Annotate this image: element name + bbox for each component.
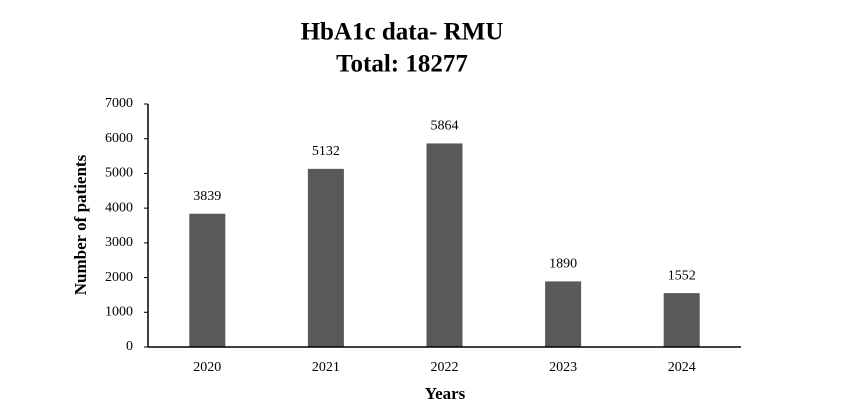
y-tick-label: 1000 <box>105 305 133 320</box>
data-label: 3839 <box>193 189 221 204</box>
x-axis-title: Years <box>425 384 466 403</box>
x-tick-label: 2022 <box>431 360 459 375</box>
x-tick-label: 2023 <box>549 360 577 375</box>
data-label: 5864 <box>431 119 459 134</box>
y-tick-label: 6000 <box>105 131 133 146</box>
x-tick-label: 2024 <box>668 360 696 375</box>
bar <box>307 168 344 347</box>
y-tick-label: 0 <box>126 339 133 354</box>
data-label: 1890 <box>549 257 577 272</box>
y-tick-label: 7000 <box>105 96 133 111</box>
data-label: 5132 <box>312 144 340 159</box>
bar <box>426 143 463 347</box>
y-tick-label: 2000 <box>105 270 133 285</box>
y-tick-label: 4000 <box>105 200 133 215</box>
y-tick-label: 3000 <box>105 235 133 250</box>
x-tick-label: 2021 <box>312 360 340 375</box>
chart-title: HbA1c data- RMU <box>301 19 504 46</box>
bar <box>189 213 226 347</box>
y-axis-title: Number of patients <box>71 154 90 295</box>
chart-subtitle: Total: 18277 <box>336 51 468 78</box>
bar <box>545 281 582 347</box>
data-label: 1552 <box>668 268 696 283</box>
y-tick-label: 5000 <box>105 166 133 181</box>
x-tick-label: 2020 <box>193 360 221 375</box>
bar <box>663 293 700 347</box>
